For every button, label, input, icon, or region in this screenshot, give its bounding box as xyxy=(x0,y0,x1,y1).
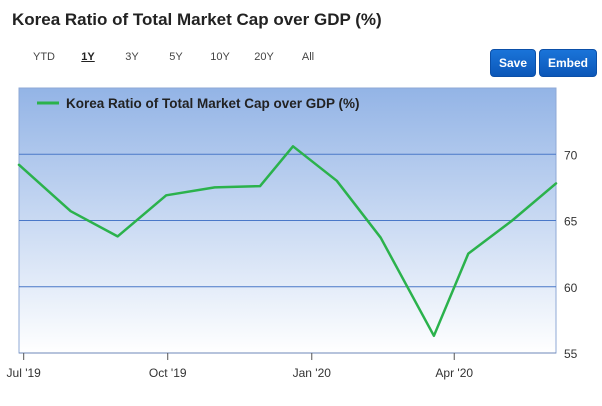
range-ytd[interactable]: YTD xyxy=(33,51,55,63)
range-5y[interactable]: 5Y xyxy=(169,51,183,63)
y-tick-label: 70 xyxy=(564,148,578,162)
y-tick-label: 65 xyxy=(564,215,578,229)
range-3y[interactable]: 3Y xyxy=(125,51,139,63)
embed-button[interactable]: Embed xyxy=(539,49,597,77)
legend: Korea Ratio of Total Market Cap over GDP… xyxy=(37,96,360,111)
y-tick-label: 60 xyxy=(564,281,578,295)
range-selector: YTD 1Y 3Y 5Y 10Y 20Y All xyxy=(22,51,330,63)
range-all[interactable]: All xyxy=(301,51,315,63)
range-10y[interactable]: 10Y xyxy=(210,51,230,63)
save-button[interactable]: Save xyxy=(490,49,536,77)
x-tick-label: Jan '20 xyxy=(293,366,332,380)
legend-label: Korea Ratio of Total Market Cap over GDP… xyxy=(66,96,360,111)
range-1y[interactable]: 1Y xyxy=(81,51,95,63)
page-title: Korea Ratio of Total Market Cap over GDP… xyxy=(12,10,382,29)
x-tick-label: Oct '19 xyxy=(149,366,187,380)
y-tick-label: 55 xyxy=(564,347,578,361)
range-20y[interactable]: 20Y xyxy=(254,51,274,63)
series-line xyxy=(17,145,558,338)
x-tick-label: Jul '19 xyxy=(7,366,42,380)
x-tick-label: Apr '20 xyxy=(435,366,473,380)
